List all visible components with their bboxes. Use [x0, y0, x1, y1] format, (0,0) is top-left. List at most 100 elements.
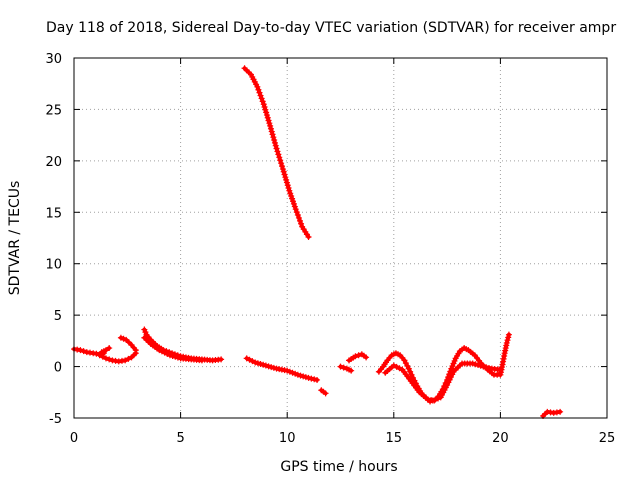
data-point-marker: [296, 217, 303, 224]
data-point-marker: [390, 362, 397, 369]
series-segment: [98, 345, 113, 356]
data-point-marker: [444, 382, 451, 389]
data-point-marker: [277, 157, 284, 164]
data-point-marker: [286, 368, 293, 375]
data-point-marker: [256, 89, 263, 96]
data-point-marker: [284, 367, 291, 374]
data-point-marker: [486, 364, 493, 371]
data-point-marker: [265, 117, 272, 124]
data-point-marker: [480, 363, 487, 370]
y-tick-label: 30: [45, 52, 62, 67]
series-segment: [96, 350, 139, 365]
data-point-marker: [469, 360, 476, 367]
data-point-marker: [294, 371, 301, 378]
data-point-marker: [263, 109, 270, 116]
data-point-marker: [298, 220, 305, 227]
data-point-marker: [246, 356, 253, 363]
data-point-marker: [267, 125, 274, 132]
data-point-marker: [557, 408, 564, 415]
data-point-marker: [276, 154, 283, 161]
series-0: [71, 65, 564, 419]
data-point-marker: [352, 353, 359, 360]
data-point-marker: [405, 365, 412, 372]
data-point-marker: [283, 179, 290, 186]
data-point-marker: [254, 360, 261, 367]
data-point-marker: [254, 83, 261, 90]
data-series: [71, 65, 564, 419]
data-point-marker: [475, 362, 482, 369]
x-tick-label: 5: [176, 431, 184, 446]
data-point-marker: [269, 131, 276, 138]
chart-title: Day 118 of 2018, Sidereal Day-to-day VTE…: [46, 20, 616, 36]
axes: [73, 57, 608, 419]
y-axis-title: SDTVAR / TECUs: [7, 181, 23, 296]
data-point-marker: [102, 347, 109, 354]
data-point-marker: [270, 364, 277, 371]
series-segment: [318, 387, 329, 397]
data-point-marker: [262, 106, 269, 113]
data-point-marker: [289, 369, 296, 376]
data-point-marker: [340, 364, 347, 371]
data-point-marker: [283, 176, 290, 183]
data-point-marker: [260, 361, 267, 368]
data-point-marker: [257, 361, 264, 367]
x-tick-label: 0: [70, 431, 78, 446]
data-point-marker: [445, 379, 452, 386]
series-segment: [117, 334, 139, 354]
data-point-marker: [80, 348, 87, 355]
data-point-marker: [272, 142, 279, 149]
data-point-marker: [275, 151, 282, 158]
y-tick-label: 20: [45, 155, 62, 170]
data-point-marker: [122, 357, 129, 364]
data-point-marker: [429, 397, 436, 404]
data-point-marker: [280, 168, 287, 175]
data-point-marker: [279, 166, 286, 173]
data-point-marker: [249, 358, 256, 365]
series-segment: [241, 65, 312, 240]
data-point-marker: [132, 347, 139, 354]
y-tick-label: 10: [45, 258, 62, 273]
data-point-marker: [363, 354, 370, 361]
data-point-marker: [446, 376, 453, 383]
x-tick-label: 10: [279, 431, 296, 446]
data-point-marker: [117, 334, 124, 341]
data-point-marker: [161, 349, 168, 356]
data-point-marker: [281, 171, 288, 178]
data-point-marker: [472, 361, 479, 368]
data-point-marker: [322, 390, 329, 397]
data-point-marker: [271, 137, 278, 144]
data-point-marker: [300, 373, 307, 380]
y-tick-label: -5: [49, 412, 62, 427]
data-point-marker: [288, 192, 295, 199]
data-point-marker: [96, 352, 103, 359]
data-point-marker: [284, 182, 291, 189]
data-point-marker: [106, 345, 113, 352]
data-point-marker: [266, 120, 273, 127]
x-tick-label: 25: [599, 431, 616, 446]
data-point-marker: [264, 114, 271, 121]
data-point-marker: [311, 376, 318, 383]
data-point-marker: [477, 362, 484, 369]
data-point-marker: [218, 356, 225, 363]
series-segment: [337, 363, 355, 374]
data-point-marker: [407, 368, 414, 375]
data-point-marker: [348, 367, 355, 374]
data-point-marker: [292, 370, 299, 377]
data-point-marker: [427, 398, 434, 405]
data-point-marker: [169, 353, 176, 360]
y-tick-label: 25: [45, 103, 62, 118]
tick-labels: 0 5 10 15 20 25 -5 0 5 10 15 20 25 30: [45, 52, 615, 446]
data-point-marker: [156, 347, 163, 354]
data-point-marker: [259, 98, 266, 105]
data-point-marker: [174, 354, 181, 361]
data-point-marker: [158, 348, 165, 355]
data-point-marker: [305, 233, 312, 240]
data-point-marker: [285, 184, 292, 191]
data-point-marker: [337, 363, 344, 370]
data-point-marker: [286, 187, 293, 194]
data-point-marker: [289, 198, 296, 205]
data-point-marker: [270, 134, 277, 141]
data-point-marker: [268, 128, 275, 135]
